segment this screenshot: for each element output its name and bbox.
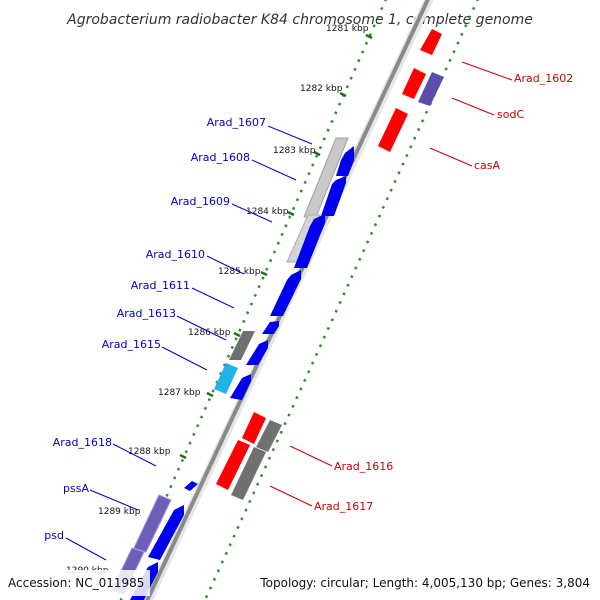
leader-arad-1615 — [161, 346, 208, 371]
leader-arad-1611 — [191, 287, 235, 309]
leader-arad-1618 — [112, 443, 157, 467]
tick-label: 1281 kbp — [326, 24, 369, 34]
forward-gene-labels: Arad_1607 Arad_1608 Arad_1609 Arad_1610 … — [44, 116, 266, 542]
major-tick — [260, 270, 268, 277]
gene-arrow-arad-1617[interactable] — [231, 447, 266, 500]
map-title: Agrobacterium radiobacter K84 chromosome… — [66, 12, 533, 28]
gene-label[interactable]: Arad_1615 — [102, 338, 161, 351]
gene-arrow-red-5[interactable] — [216, 440, 250, 490]
major-tick — [287, 210, 295, 217]
gene-label[interactable]: Arad_1611 — [131, 279, 190, 292]
gene-label[interactable]: Arad_1609 — [171, 195, 230, 208]
leader-pssA — [89, 489, 139, 511]
reverse-strand-genes — [216, 29, 444, 500]
tick-label: 1287 kbp — [158, 388, 201, 398]
gene-arrow-arad-1610[interactable] — [294, 214, 325, 268]
gene-arrow-casA[interactable] — [378, 108, 408, 152]
gene-arrow-arad-1618[interactable] — [184, 481, 198, 491]
gene-arrow-arad-1602[interactable] — [420, 29, 442, 55]
major-tick — [339, 91, 347, 98]
gene-label[interactable]: Arad_1617 — [314, 500, 373, 513]
leader-arad-1616 — [289, 445, 333, 467]
leader-arad-1613 — [176, 315, 227, 341]
gene-label[interactable]: sodC — [497, 108, 524, 121]
gene-label[interactable]: Arad_1618 — [53, 436, 112, 449]
leader-sodC — [451, 97, 495, 116]
gene-arrow-grey-1[interactable] — [229, 331, 255, 360]
gene-label[interactable]: casA — [474, 159, 501, 172]
gene-label[interactable]: Arad_1607 — [207, 116, 266, 129]
topology-text: Topology: circular; Length: 4,005,130 bp… — [259, 576, 590, 590]
tick-label: 1288 kbp — [128, 447, 171, 457]
leader-arad-1607 — [267, 125, 313, 145]
accession-text: Accession: NC_011985 — [8, 576, 144, 590]
major-tick — [179, 453, 187, 460]
major-tick — [233, 331, 241, 338]
leader-arad-1609 — [231, 203, 273, 223]
tick-label: 1282 kbp — [300, 84, 343, 94]
leader-arad-1608 — [251, 159, 297, 181]
gene-arrow-arad-1611[interactable] — [270, 270, 301, 316]
tick-label: 1289 kbp — [98, 507, 141, 517]
gene-arrow-arad-1608[interactable] — [336, 146, 354, 176]
leader-arad-1602 — [461, 61, 513, 81]
gene-label[interactable]: psd — [44, 529, 64, 542]
gene-arrow-arad-1614[interactable] — [246, 340, 268, 365]
gene-label[interactable]: Arad_1616 — [334, 460, 393, 473]
gene-label[interactable]: Arad_1610 — [146, 248, 205, 261]
leader-psd — [65, 537, 107, 561]
leader-lines — [65, 61, 513, 561]
tick-label: 1284 kbp — [246, 207, 289, 217]
major-tick — [206, 391, 214, 398]
gene-label[interactable]: Arad_1613 — [117, 307, 176, 320]
gene-label[interactable]: Arad_1602 — [514, 72, 573, 85]
gene-label[interactable]: Arad_1608 — [191, 151, 250, 164]
leader-casA — [429, 147, 473, 167]
gene-arrow-arad-1616[interactable] — [256, 420, 282, 452]
leader-arad-1610 — [206, 255, 245, 275]
gene-arrow-pssA[interactable] — [133, 494, 172, 553]
gene-arrow-sodC[interactable] — [418, 72, 444, 106]
gene-arrow-arad-1609[interactable] — [321, 176, 346, 216]
gene-arrow-red-2[interactable] — [402, 68, 426, 99]
gene-arrow-arad-1615b[interactable] — [230, 374, 251, 400]
tick-label: 1283 kbp — [273, 146, 316, 156]
accession-backdrop — [0, 570, 150, 596]
gene-label[interactable]: pssA — [63, 482, 89, 495]
major-tick — [313, 150, 321, 157]
gene-arrow-arad-1615[interactable] — [214, 363, 238, 394]
major-tick — [365, 33, 373, 40]
tick-label: 1286 kbp — [188, 328, 231, 338]
reverse-gene-labels: Arad_1602 sodC casA Arad_1616 Arad_1617 — [314, 72, 573, 513]
leader-arad-1617 — [269, 485, 313, 507]
forward-strand-genes — [111, 137, 354, 600]
gene-arrow-pssA-b[interactable] — [148, 505, 184, 560]
gene-arrow-red-4[interactable] — [242, 412, 266, 444]
gene-arrow-arad-1613[interactable] — [262, 321, 279, 334]
